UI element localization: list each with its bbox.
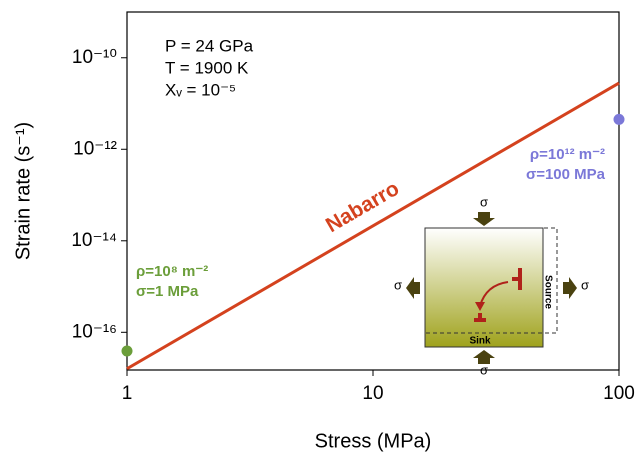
inset-block xyxy=(424,227,544,348)
dislocation xyxy=(512,268,522,290)
arrowhead xyxy=(475,302,485,311)
point-label: ρ=10¹² m⁻² xyxy=(530,146,605,163)
condition: P = 24 GPa xyxy=(165,36,254,55)
x-tick-label: 1 xyxy=(122,383,133,404)
x-axis-label: Stress (MPa) xyxy=(315,430,432,452)
y-tick-label: 10⁻¹⁰ xyxy=(72,47,117,68)
arrow xyxy=(563,277,577,299)
dislocation xyxy=(474,313,486,322)
y-tick-label: 10⁻¹² xyxy=(73,138,117,159)
line xyxy=(126,81,620,371)
point xyxy=(121,345,133,357)
point xyxy=(613,113,625,125)
arrow xyxy=(406,277,420,299)
y-axis-label: Strain rate (s⁻¹) xyxy=(12,122,34,260)
point-label: σ=1 MPa xyxy=(136,283,199,300)
y-tick-label: 10⁻¹⁶ xyxy=(72,321,117,342)
stress-label: σ xyxy=(480,194,488,209)
source-outline xyxy=(425,227,558,334)
point-label: σ=100 MPa xyxy=(526,166,606,183)
sink-label: Sink xyxy=(469,336,491,347)
stress-label: σ xyxy=(480,362,488,377)
stress-label: σ xyxy=(581,277,589,292)
inset-diagram: σ σ σ σ Source Sink xyxy=(394,194,589,377)
source-label: Source xyxy=(542,275,553,309)
series-label: Nabarro xyxy=(322,177,403,237)
point-label: ρ=10⁸ m⁻² xyxy=(136,263,208,280)
x-tick-label: 10 xyxy=(362,383,383,404)
x-tick-label: 100 xyxy=(603,383,635,404)
arrow xyxy=(473,212,495,226)
y-tick-label: 10⁻¹⁴ xyxy=(71,230,117,251)
condition: Xᵥ = 10⁻⁵ xyxy=(165,80,236,99)
condition: T = 1900 K xyxy=(165,58,249,77)
stress-label: σ xyxy=(394,277,402,292)
arrow xyxy=(473,350,495,364)
